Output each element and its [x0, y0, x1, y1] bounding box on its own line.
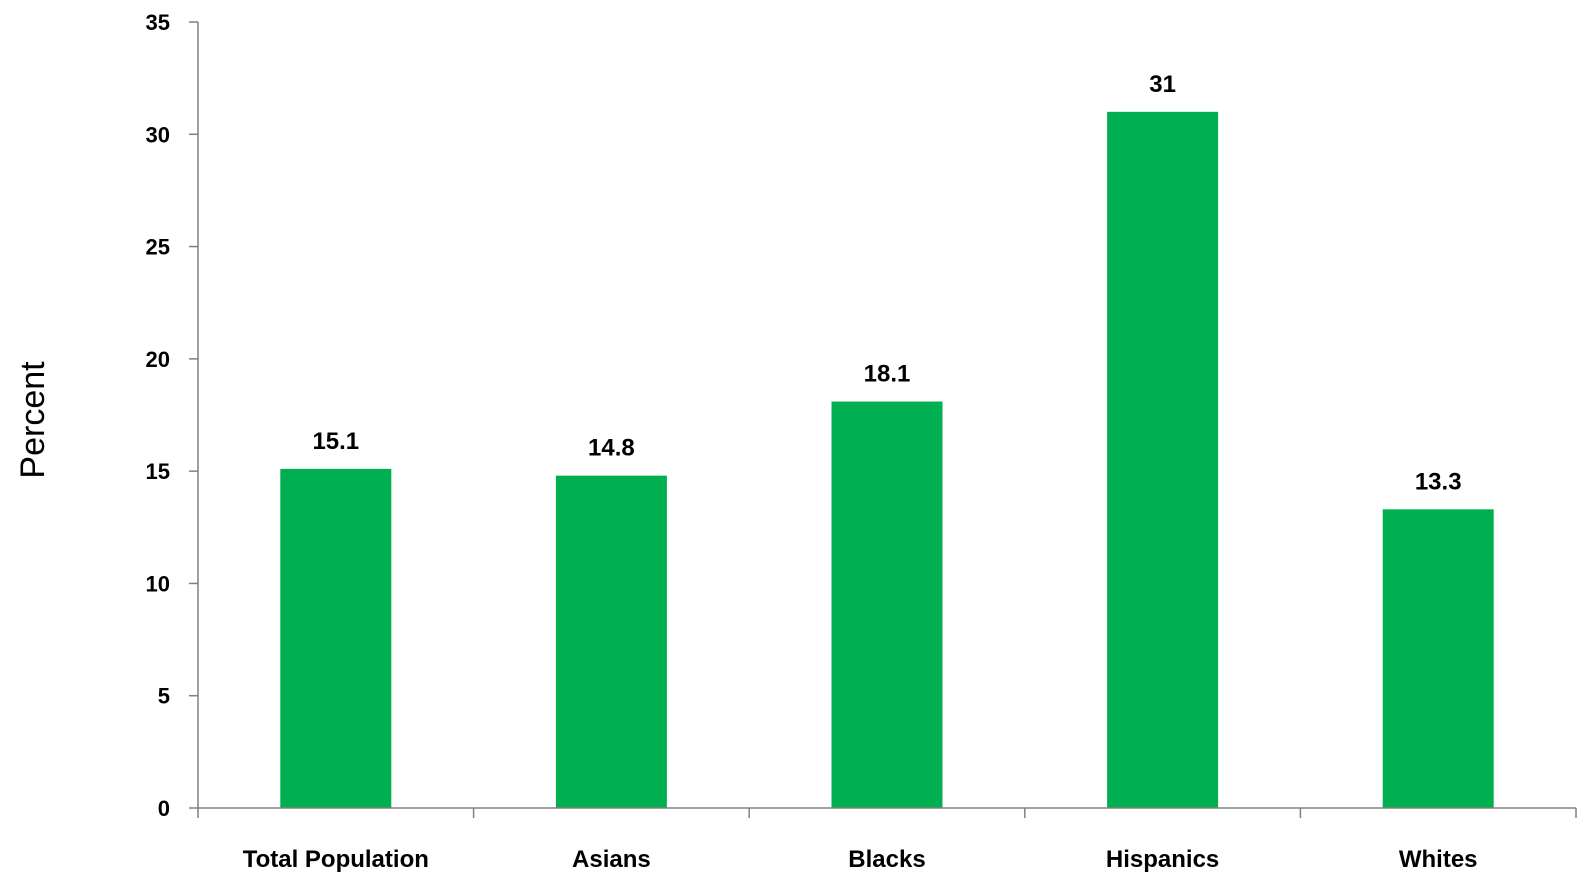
bar: [1382, 509, 1494, 808]
data-label: 13.3: [1415, 468, 1462, 495]
y-tick-label: 30: [146, 122, 170, 147]
x-tick-label: Hispanics: [1106, 846, 1219, 873]
x-axis-ticks: Total Population Asians Blacks Hispanics Whi…: [197, 808, 1577, 873]
bar: [1107, 111, 1219, 809]
y-axis-title-group: Percent: [14, 361, 52, 479]
x-tick-label: Blacks: [848, 846, 925, 873]
y-tick-label: 20: [146, 347, 170, 372]
y-tick-label: 15: [146, 459, 170, 484]
y-tick-label: 10: [146, 571, 170, 596]
x-tick-label: Total Population: [243, 846, 429, 873]
data-label: 15.1: [312, 428, 359, 455]
bar: [831, 401, 943, 808]
x-tick-label: Asians: [572, 846, 651, 873]
y-axis-ticks: 0 5 10 15 20 25 30 35: [146, 10, 198, 821]
y-tick-label: 5: [158, 684, 170, 709]
y-tick-label: 0: [158, 796, 170, 821]
bars: [280, 111, 1494, 809]
data-label: 14.8: [588, 435, 635, 462]
bar: [555, 475, 667, 808]
y-axis-title: Percent: [14, 361, 52, 479]
x-tick-label: Whites: [1399, 846, 1478, 873]
data-labels: 15.1 14.8 18.1 31 13.3: [312, 71, 1461, 495]
axes: [197, 22, 1576, 809]
data-label: 18.1: [864, 361, 911, 388]
bar: [280, 468, 392, 808]
y-tick-label: 25: [146, 235, 170, 260]
y-tick-label: 35: [146, 10, 170, 35]
data-label: 31: [1149, 71, 1176, 98]
